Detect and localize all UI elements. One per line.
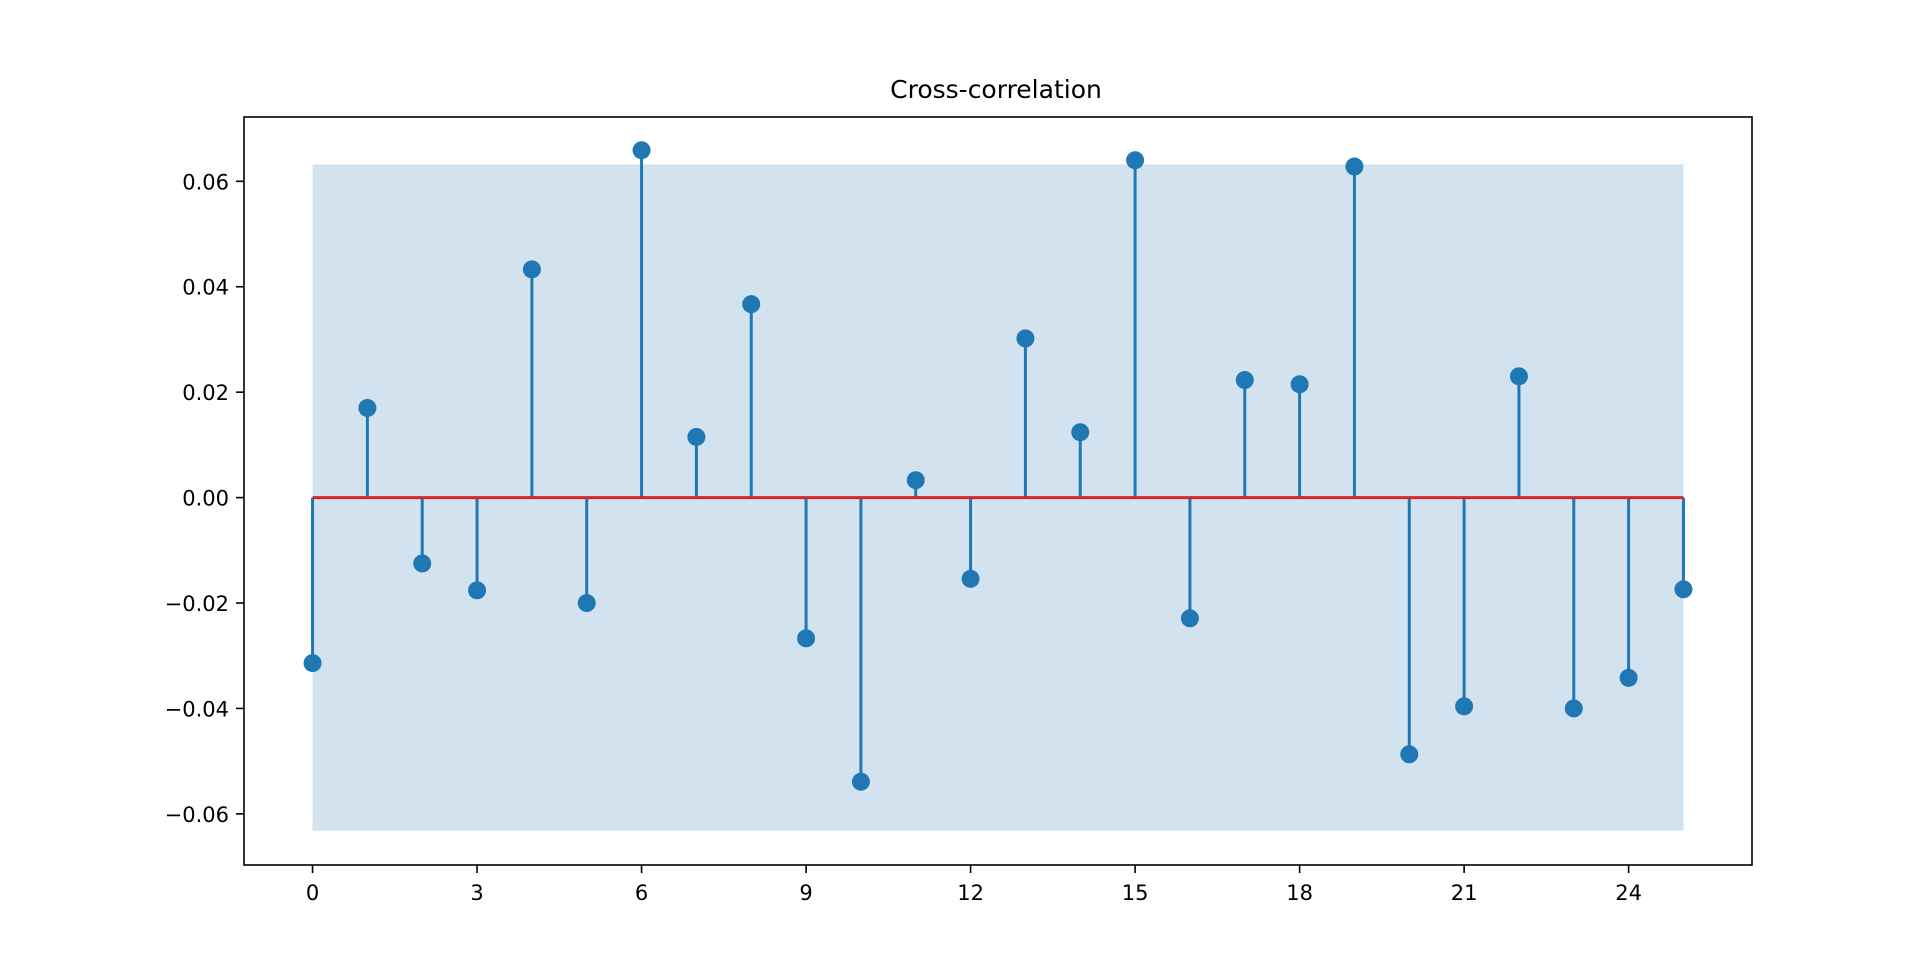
stem-marker <box>1509 367 1528 386</box>
stem-marker <box>1564 699 1583 718</box>
stem-marker <box>1016 329 1035 348</box>
stem-marker <box>961 569 980 588</box>
stem-marker <box>468 581 487 600</box>
stem-marker <box>742 295 761 314</box>
axes-frame <box>243 116 1753 866</box>
x-tick-label: 12 <box>957 881 984 905</box>
y-tick-label: −0.04 <box>165 697 229 721</box>
stem-marker <box>687 427 706 446</box>
stem-marker <box>1126 151 1145 170</box>
x-tick-label: 6 <box>635 881 648 905</box>
stem-marker <box>358 398 377 417</box>
stem-marker <box>1455 697 1474 716</box>
stem-marker <box>1071 423 1090 442</box>
stem-marker <box>851 772 870 791</box>
x-tick-label: 0 <box>306 881 319 905</box>
stem-marker <box>413 554 432 573</box>
stem-marker <box>797 629 816 648</box>
x-tick-label: 15 <box>1122 881 1149 905</box>
stem-marker <box>1235 371 1254 390</box>
x-tick-label: 3 <box>470 881 483 905</box>
y-tick-label: 0.06 <box>182 170 229 194</box>
y-tick-label: 0.00 <box>182 487 229 511</box>
y-tick-label: −0.06 <box>165 803 229 827</box>
stem-marker <box>303 654 322 673</box>
y-tick-label: 0.04 <box>182 276 229 300</box>
stem-marker <box>1400 745 1419 764</box>
stem-marker <box>1674 580 1693 599</box>
stem-marker <box>906 471 925 490</box>
stem-marker <box>1180 609 1199 628</box>
x-tick-label: 9 <box>799 881 812 905</box>
x-tick-label: 18 <box>1286 881 1313 905</box>
stem-marker <box>577 594 596 613</box>
chart-title: Cross-correlation <box>890 75 1102 104</box>
stem-marker <box>522 260 541 279</box>
x-tick-label: 24 <box>1615 881 1642 905</box>
stem-marker <box>1345 157 1364 176</box>
stem-marker <box>1290 375 1309 394</box>
stem-marker <box>632 141 651 160</box>
y-tick-label: 0.02 <box>182 381 229 405</box>
plot-area: 0 3 6 9 12 15 18 21 24 0.06 0.04 0.02 0.00 −0.02 −0.04… <box>165 116 1753 905</box>
stem-marker <box>1619 668 1638 687</box>
y-tick-label: −0.02 <box>165 592 229 616</box>
x-tick-label: 21 <box>1451 881 1478 905</box>
